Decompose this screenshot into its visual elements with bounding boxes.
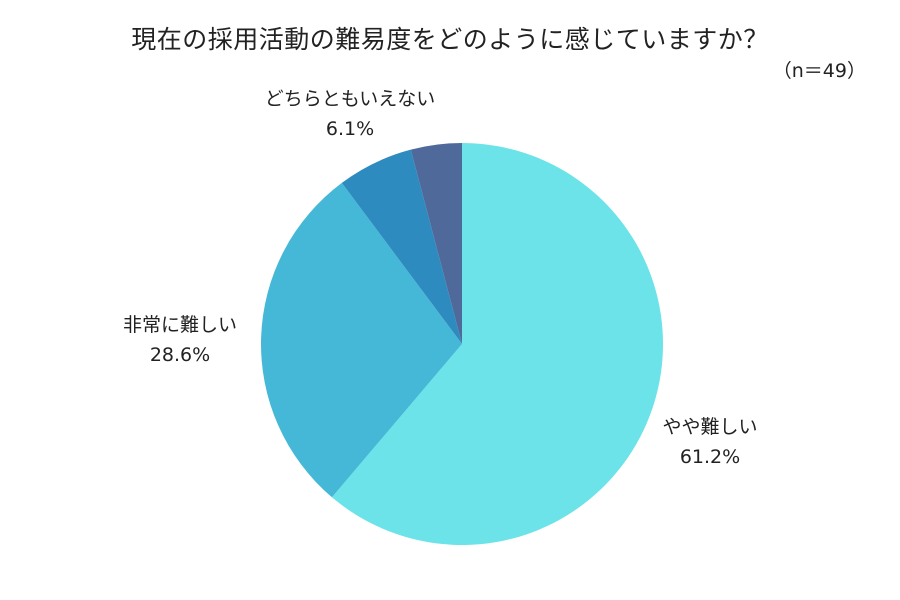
label-name: やや難しい <box>662 416 758 438</box>
label-dochira: どちらともいえない 6.1% <box>235 84 465 144</box>
label-value: 61.2% <box>679 446 741 468</box>
sample-size: （n＝49） <box>772 60 866 82</box>
chart-title: 現在の採用活動の難易度をどのように感じていますか？ <box>131 25 769 54</box>
pie-slices <box>261 143 663 545</box>
label-name: 非常に難しい <box>122 314 237 336</box>
pie-slice <box>261 182 462 498</box>
pie-slice <box>331 143 663 545</box>
label-value: 6.1% <box>325 118 375 140</box>
label-name: どちらともいえない <box>264 88 436 110</box>
pie-slice <box>341 149 462 344</box>
label-hijou: 非常に難しい 28.6% <box>110 310 250 370</box>
pie-slice <box>410 143 462 344</box>
label-value: 28.6% <box>149 344 211 366</box>
label-yaya: やや難しい 61.2% <box>655 412 765 472</box>
